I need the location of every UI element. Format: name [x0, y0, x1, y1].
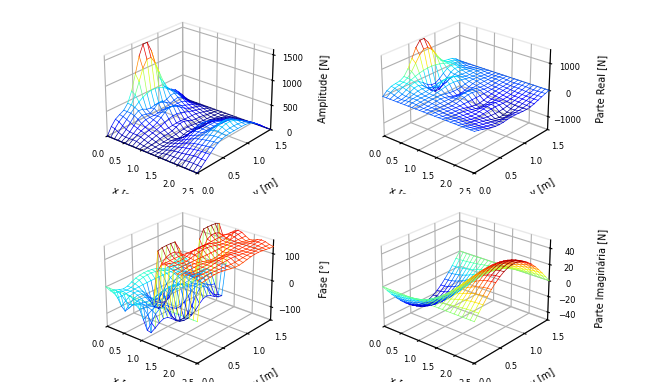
Y-axis label: y [m]: y [m] — [529, 177, 557, 199]
X-axis label: x [m]: x [m] — [111, 375, 139, 382]
X-axis label: x [m]: x [m] — [388, 185, 416, 204]
Y-axis label: y [m]: y [m] — [252, 367, 279, 382]
X-axis label: x [m]: x [m] — [111, 185, 139, 204]
X-axis label: x [m]: x [m] — [388, 375, 416, 382]
Y-axis label: y [m]: y [m] — [529, 367, 557, 382]
Y-axis label: y [m]: y [m] — [252, 177, 279, 199]
